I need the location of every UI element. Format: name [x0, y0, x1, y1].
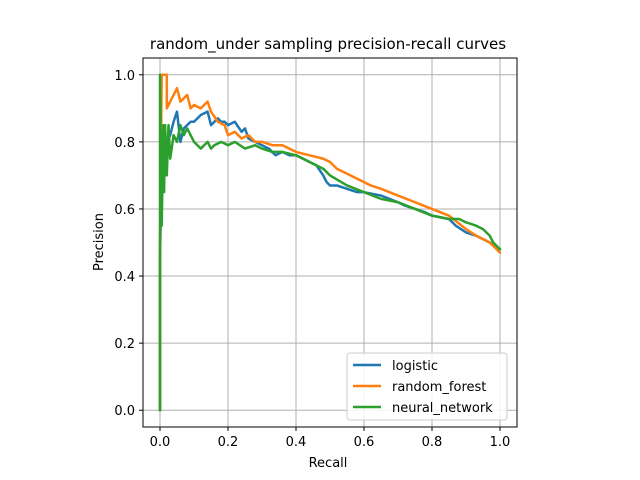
x-tick-label: 0.6	[354, 435, 375, 450]
chart-title: random_under sampling precision-recall c…	[150, 35, 506, 54]
x-tick-label: 0.0	[150, 435, 171, 450]
legend: logistic random_forest neural_network	[346, 352, 508, 421]
plot-frame	[142, 57, 518, 428]
y-tick-label: 0.0	[114, 404, 135, 419]
legend-label-random-forest: random_forest	[392, 380, 486, 395]
axis-ticks: 0.0 0.2 0.4 0.6 0.8 1.0 0.0 0.2 0.4 0.6 0.8 1.0	[114, 69, 510, 450]
y-tick-label: 1.0	[114, 69, 135, 84]
legend-box	[346, 352, 508, 421]
y-tick-label: 0.2	[114, 337, 135, 352]
x-tick-label: 0.2	[218, 435, 239, 450]
y-tick-label: 0.8	[114, 136, 135, 151]
series-line-random-forest	[158, 73, 502, 412]
series-line-neural-network	[158, 73, 502, 412]
x-tick-label: 0.8	[422, 435, 443, 450]
x-axis-label: Recall	[309, 456, 348, 471]
legend-label-neural-network: neural_network	[392, 401, 493, 416]
x-tick-label: 0.4	[286, 435, 307, 450]
series-lines	[158, 73, 502, 412]
legend-label-logistic: logistic	[392, 359, 438, 374]
y-axis-label: Precision	[92, 213, 107, 271]
grid-lines	[143, 58, 517, 427]
y-tick-label: 0.6	[114, 203, 135, 218]
y-tick-label: 0.4	[114, 270, 135, 285]
x-tick-label: 1.0	[490, 435, 511, 450]
